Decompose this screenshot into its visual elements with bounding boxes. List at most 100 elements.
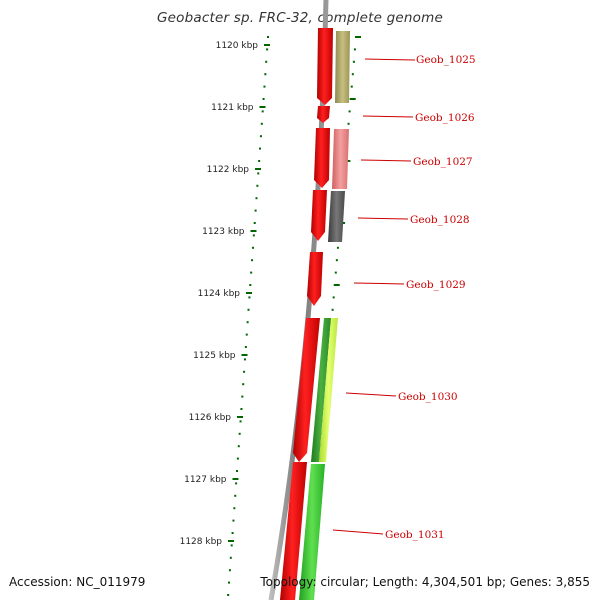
cds-block-geob-1028[interactable] (328, 191, 345, 242)
scale-dot (258, 160, 261, 162)
scale-dot (353, 48, 356, 51)
scale-dot (239, 420, 242, 423)
gene-label: Geob_1025 (416, 54, 476, 66)
gene-label: Geob_1028 (410, 214, 470, 226)
scale-dot (256, 184, 259, 187)
scale-dot (255, 197, 258, 200)
scale-dot (246, 321, 249, 324)
cds-block-geob-1030[interactable] (311, 318, 338, 462)
scale-dot (352, 60, 355, 63)
gene-callout-geob-1025[interactable]: Geob_1025 (364, 54, 476, 66)
scale-dot (266, 48, 269, 51)
accession-text: Accession: NC_011979 (9, 575, 146, 589)
kbp-tick-label: 1128 kbp (180, 537, 223, 547)
scale-dot (259, 135, 262, 138)
gene-arrow-geob-1027[interactable] (314, 128, 330, 188)
scale-dot (231, 532, 234, 534)
cds-block-geob-1027[interactable] (332, 129, 349, 189)
gene-arrow-geob-1025[interactable] (317, 28, 333, 105)
kbp-tick-label: 1120 kbp (216, 41, 259, 51)
scale-dot (267, 36, 269, 38)
gene-arrow-geob-1028[interactable] (311, 190, 327, 241)
gene-callout-geob-1026[interactable]: Geob_1026 (362, 112, 475, 124)
cds-block-geob-1031[interactable] (299, 464, 325, 600)
gene-arrow-geob-1031[interactable] (280, 462, 307, 600)
scale-dot (348, 110, 351, 113)
kbp-scale: 1120 kbp 1121 kbp 1122 kbp 1123 kbp 1124 kbp… (180, 41, 270, 547)
scale-dot (257, 172, 260, 175)
scale-dot (236, 457, 239, 460)
gene-arrow-geob-1026[interactable] (317, 106, 330, 123)
map-title: Geobacter sp. FRC-32, complete genome (156, 10, 443, 26)
gene-callout-geob-1028[interactable]: Geob_1028 (357, 214, 470, 226)
scale-dot (241, 395, 244, 398)
scale-dot (264, 73, 267, 76)
scale-dot (237, 445, 240, 448)
scale-dot (242, 383, 245, 386)
scale-dot (351, 73, 354, 76)
scale-dot (248, 296, 251, 299)
scale-dot (253, 222, 256, 224)
scale-dot (252, 234, 255, 237)
kbp-tick-label: 1123 kbp (202, 227, 245, 237)
scale-dot (350, 85, 353, 88)
gene-label: Geob_1031 (385, 529, 445, 541)
genome-summary-text: Topology: circular; Length: 4,304,501 bp… (260, 575, 590, 589)
kbp-tick-label: 1126 kbp (189, 413, 232, 423)
scale-dot (230, 544, 233, 547)
scale-dot (243, 358, 246, 361)
kbp-tick-label: 1124 kbp (198, 289, 241, 299)
scale-dot (228, 569, 231, 572)
scale-dot (331, 308, 334, 311)
scale-dot (233, 507, 236, 510)
kbp-tick-label: 1121 kbp (211, 103, 254, 113)
scale-dot (263, 85, 266, 88)
scale-dot (229, 556, 232, 559)
gene-callout-geob-1027[interactable]: Geob_1027 (360, 156, 473, 168)
scale-dot (251, 246, 254, 249)
scale-dot (333, 284, 340, 286)
scale-dot (259, 147, 262, 150)
gene-callout-geob-1031[interactable]: Geob_1031 (332, 529, 445, 541)
scale-dot (240, 408, 243, 410)
gene-label: Geob_1026 (415, 112, 475, 124)
scale-dot (236, 470, 238, 472)
scale-dot (265, 60, 268, 63)
scale-dot (247, 308, 250, 311)
gene-callout-geob-1030[interactable]: Geob_1030 (345, 391, 458, 403)
scale-dot (244, 346, 247, 348)
kbp-tick-label: 1125 kbp (193, 351, 236, 361)
scale-dot (249, 284, 252, 286)
scale-dot (251, 259, 254, 262)
gene-label: Geob_1030 (398, 391, 458, 403)
scale-dot (355, 36, 361, 38)
scale-dot (260, 122, 263, 125)
scale-dot (336, 246, 339, 249)
scale-dot (334, 271, 337, 274)
scale-dot (228, 581, 231, 584)
cds-block-geob-1025[interactable] (335, 31, 350, 103)
gene-arrow-geob-1030[interactable] (293, 318, 320, 462)
gene-callout-geob-1029[interactable]: Geob_1029 (353, 279, 466, 291)
scale-dot (262, 98, 265, 100)
gene-label: Geob_1027 (413, 156, 473, 168)
scale-dot (254, 209, 257, 212)
kbp-tick-label: 1122 kbp (207, 165, 250, 175)
gene-arrow-geob-1029[interactable] (307, 252, 323, 306)
scale-dot (261, 110, 264, 113)
scale-dot (332, 296, 335, 299)
kbp-tick-label: 1127 kbp (184, 475, 227, 485)
scale-dot (349, 98, 356, 100)
scale-dot (250, 271, 253, 274)
scale-dot (227, 594, 230, 596)
scale-dot (347, 122, 350, 125)
scale-dot (235, 482, 238, 485)
left-scale-dots (227, 36, 269, 596)
scale-dot (243, 370, 246, 373)
scale-dot (232, 519, 235, 522)
scale-dot (234, 494, 237, 497)
scale-dot (245, 333, 248, 336)
scale-dot (238, 432, 241, 435)
